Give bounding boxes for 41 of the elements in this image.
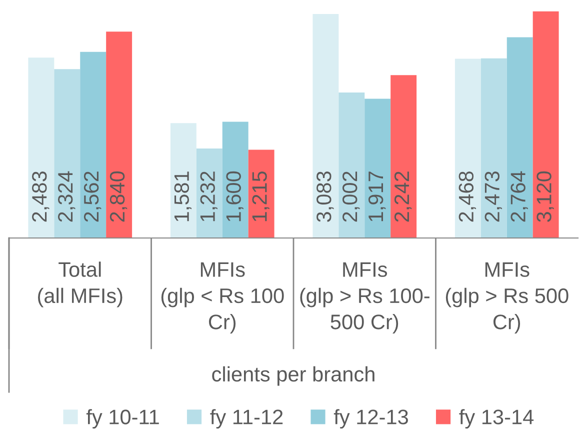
data-label: 2,840	[110, 171, 128, 222]
x-tick-label: MFIs (glp < Rs 100 Cr)	[161, 262, 284, 334]
bar	[170, 123, 196, 238]
bar	[532, 11, 559, 238]
bar	[80, 52, 106, 238]
x-tick-label: MFIs (glp > Rs 100- 500 Cr)	[300, 262, 430, 334]
data-label: 2,324	[58, 171, 76, 222]
data-label: 2,562	[84, 172, 102, 222]
bar	[364, 98, 391, 238]
data-label: 2,242	[394, 172, 412, 222]
x-axis-title: clients per branch	[212, 366, 374, 386]
data-label: 1,917	[368, 172, 386, 222]
bar	[338, 92, 365, 238]
data-label: 2,473	[484, 172, 502, 222]
bar	[196, 148, 222, 238]
data-label: 2,002	[342, 172, 360, 222]
legend-label: fy 13-14	[459, 409, 534, 428]
data-label: 3,120	[536, 171, 554, 222]
bar	[222, 122, 248, 238]
bar	[106, 32, 132, 238]
bar	[248, 150, 274, 238]
data-label: 1,232	[200, 172, 218, 222]
x-tick-label: Total (all MFIs)	[38, 262, 122, 308]
bar	[390, 75, 417, 238]
bar	[506, 37, 533, 238]
data-label: 1,215	[252, 171, 270, 222]
x-tick-label: MFIs (glp > Rs 500 Cr)	[446, 262, 568, 334]
legend-label: fy 11-12	[210, 409, 283, 428]
data-label: 3,083	[316, 172, 334, 222]
bar	[454, 58, 481, 238]
data-label: 1,581	[174, 172, 192, 222]
data-label: 2,483	[32, 172, 50, 222]
bar	[480, 58, 507, 238]
data-label: 2,764	[510, 171, 528, 222]
data-label: 2,468	[458, 171, 476, 222]
data-label: 1,600	[226, 171, 244, 222]
bar	[28, 58, 54, 238]
legend-label: fy 10-11	[86, 409, 159, 428]
legend-label: fy 12-13	[334, 409, 408, 428]
bar	[312, 14, 339, 238]
bar	[54, 69, 80, 238]
